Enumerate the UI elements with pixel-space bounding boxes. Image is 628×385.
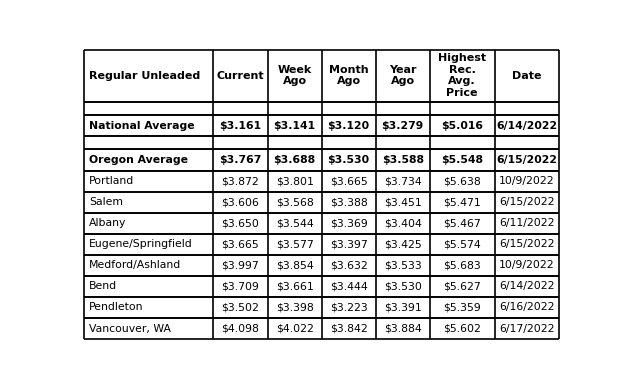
Text: $3.502: $3.502 <box>222 303 259 313</box>
Text: $3.734: $3.734 <box>384 176 421 186</box>
Text: 6/15/2022: 6/15/2022 <box>499 197 555 207</box>
Text: $4.098: $4.098 <box>222 323 259 333</box>
Text: Vancouver, WA: Vancouver, WA <box>89 323 171 333</box>
Text: $3.688: $3.688 <box>274 155 316 165</box>
Text: Salem: Salem <box>89 197 123 207</box>
Text: $3.568: $3.568 <box>276 197 313 207</box>
Text: $3.533: $3.533 <box>384 260 421 270</box>
Text: Month
Ago: Month Ago <box>329 65 369 87</box>
Text: Current: Current <box>217 71 264 81</box>
Text: Year
Ago: Year Ago <box>389 65 416 87</box>
Text: $3.451: $3.451 <box>384 197 421 207</box>
Text: $3.606: $3.606 <box>222 197 259 207</box>
Text: Regular Unleaded: Regular Unleaded <box>89 71 200 81</box>
Text: $3.884: $3.884 <box>384 323 421 333</box>
Text: $5.683: $5.683 <box>443 260 481 270</box>
Text: $5.471: $5.471 <box>443 197 481 207</box>
Text: $3.530: $3.530 <box>328 155 370 165</box>
Text: Date: Date <box>512 71 542 81</box>
Text: $3.632: $3.632 <box>330 260 367 270</box>
Text: $3.997: $3.997 <box>222 260 259 270</box>
Text: 6/14/2022: 6/14/2022 <box>499 281 555 291</box>
Text: $3.665: $3.665 <box>330 176 367 186</box>
Text: National Average: National Average <box>89 121 195 131</box>
Text: Highest
Rec.
Avg.
Price: Highest Rec. Avg. Price <box>438 53 486 98</box>
Text: $3.854: $3.854 <box>276 260 313 270</box>
Text: $3.767: $3.767 <box>219 155 262 165</box>
Text: $3.397: $3.397 <box>330 239 367 249</box>
Text: 10/9/2022: 10/9/2022 <box>499 260 555 270</box>
Text: $3.369: $3.369 <box>330 218 367 228</box>
Text: 6/14/2022: 6/14/2022 <box>496 121 558 131</box>
Text: $5.602: $5.602 <box>443 323 481 333</box>
Text: 6/15/2022: 6/15/2022 <box>499 239 555 249</box>
Text: $3.388: $3.388 <box>330 197 367 207</box>
Text: $5.638: $5.638 <box>443 176 481 186</box>
Text: $3.872: $3.872 <box>222 176 259 186</box>
Text: Medford/Ashland: Medford/Ashland <box>89 260 181 270</box>
Text: Albany: Albany <box>89 218 127 228</box>
Text: $3.391: $3.391 <box>384 303 421 313</box>
Text: $3.544: $3.544 <box>276 218 313 228</box>
Text: $5.548: $5.548 <box>441 155 483 165</box>
Text: 6/17/2022: 6/17/2022 <box>499 323 555 333</box>
Text: $5.359: $5.359 <box>443 303 481 313</box>
Text: $3.801: $3.801 <box>276 176 313 186</box>
Text: $3.404: $3.404 <box>384 218 421 228</box>
Text: $5.016: $5.016 <box>441 121 483 131</box>
Text: 10/9/2022: 10/9/2022 <box>499 176 555 186</box>
Text: $5.467: $5.467 <box>443 218 481 228</box>
Text: $3.577: $3.577 <box>276 239 313 249</box>
Text: 6/16/2022: 6/16/2022 <box>499 303 555 313</box>
Text: Portland: Portland <box>89 176 134 186</box>
Text: Pendleton: Pendleton <box>89 303 144 313</box>
Text: $3.709: $3.709 <box>222 281 259 291</box>
Text: $3.530: $3.530 <box>384 281 421 291</box>
Text: $5.627: $5.627 <box>443 281 481 291</box>
Text: $3.588: $3.588 <box>382 155 424 165</box>
Text: 6/15/2022: 6/15/2022 <box>497 155 558 165</box>
Text: 6/11/2022: 6/11/2022 <box>499 218 555 228</box>
Text: Week
Ago: Week Ago <box>278 65 311 87</box>
Text: $3.161: $3.161 <box>219 121 261 131</box>
Text: $5.574: $5.574 <box>443 239 481 249</box>
Text: $3.279: $3.279 <box>382 121 424 131</box>
Text: Oregon Average: Oregon Average <box>89 155 188 165</box>
Text: $3.665: $3.665 <box>222 239 259 249</box>
Text: $3.425: $3.425 <box>384 239 421 249</box>
Text: $4.022: $4.022 <box>276 323 313 333</box>
Text: $3.650: $3.650 <box>222 218 259 228</box>
Text: $3.120: $3.120 <box>328 121 370 131</box>
Text: $3.444: $3.444 <box>330 281 367 291</box>
Text: $3.842: $3.842 <box>330 323 367 333</box>
Text: $3.223: $3.223 <box>330 303 367 313</box>
Text: $3.398: $3.398 <box>276 303 313 313</box>
Text: Eugene/Springfield: Eugene/Springfield <box>89 239 193 249</box>
Text: $3.141: $3.141 <box>274 121 316 131</box>
Text: $3.661: $3.661 <box>276 281 313 291</box>
Text: Bend: Bend <box>89 281 117 291</box>
